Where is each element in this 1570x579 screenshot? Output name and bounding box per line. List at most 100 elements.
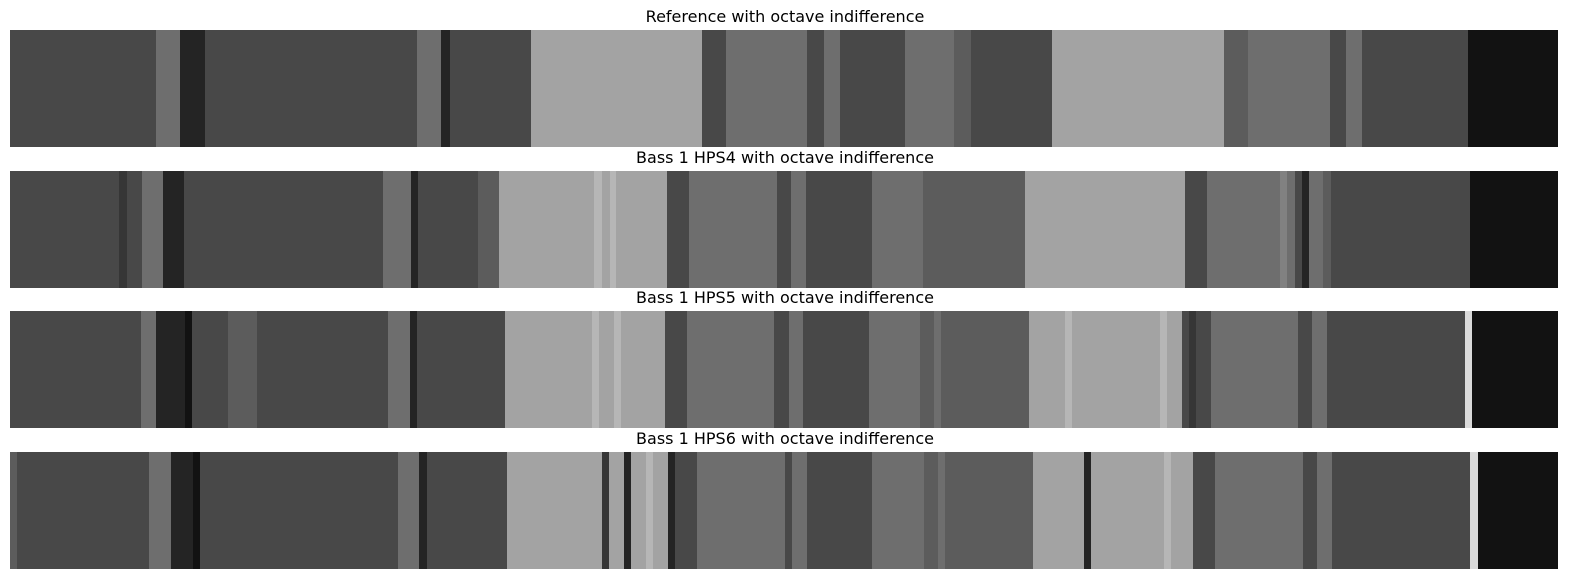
chroma-segment <box>599 311 615 428</box>
chroma-segment <box>945 452 1034 569</box>
chroma-segment <box>427 452 508 569</box>
chromagram-strip-hps5 <box>10 311 1558 428</box>
chroma-segment <box>667 171 690 288</box>
chroma-segment <box>1465 311 1473 428</box>
chroma-segment <box>1330 30 1347 147</box>
chroma-segment <box>1331 171 1471 288</box>
chroma-segment <box>1332 452 1471 569</box>
chroma-segment <box>616 171 668 288</box>
chroma-segment <box>193 452 201 569</box>
chroma-segment <box>200 452 399 569</box>
chroma-segment <box>180 30 206 147</box>
chroma-segment <box>806 171 873 288</box>
chroma-segment <box>1052 30 1225 147</box>
chroma-segment <box>531 30 703 147</box>
chroma-segment <box>1196 311 1212 428</box>
chart-title: Bass 1 HPS5 with octave indifference <box>636 288 934 307</box>
chroma-segment <box>807 30 825 147</box>
chroma-segment <box>1207 171 1281 288</box>
chroma-segment <box>1065 311 1073 428</box>
chroma-segment <box>1470 452 1479 569</box>
chroma-segment <box>1478 452 1558 569</box>
chroma-segment <box>610 171 617 288</box>
chroma-segment <box>1185 171 1208 288</box>
chroma-segment <box>1072 311 1161 428</box>
chroma-segment <box>1189 311 1197 428</box>
chroma-segment <box>10 171 120 288</box>
chroma-segment <box>924 452 939 569</box>
chroma-segment <box>791 171 807 288</box>
chroma-segment <box>1302 171 1310 288</box>
chroma-segment <box>1025 171 1186 288</box>
chroma-segment <box>1033 452 1085 569</box>
chroma-segment <box>398 452 420 569</box>
chroma-segment <box>602 452 610 569</box>
chroma-segment <box>441 30 451 147</box>
chroma-segment <box>774 311 790 428</box>
chroma-segment <box>257 311 389 428</box>
chroma-segment <box>1346 30 1363 147</box>
chroma-segment <box>594 171 603 288</box>
chroma-segment <box>624 452 632 569</box>
chroma-segment <box>388 311 411 428</box>
chroma-segment <box>840 30 906 147</box>
chroma-segment <box>872 452 925 569</box>
chroma-segment <box>149 452 172 569</box>
chroma-segment <box>142 171 164 288</box>
chroma-segment <box>417 30 442 147</box>
chroma-segment <box>1084 452 1092 569</box>
chroma-segment <box>410 311 418 428</box>
chroma-segment <box>156 30 181 147</box>
chroma-segment <box>1193 452 1216 569</box>
chroma-segment <box>205 30 418 147</box>
chroma-segment <box>803 311 870 428</box>
chromagram-strip-reference <box>10 30 1558 147</box>
chroma-segment <box>665 311 688 428</box>
chroma-segment <box>923 171 1026 288</box>
chroma-segment <box>10 311 142 428</box>
chroma-segment <box>1468 30 1558 147</box>
chroma-segment <box>478 171 500 288</box>
chart-panel-hps6: Bass 1 HPS6 with octave indifference <box>0 428 1570 579</box>
chroma-segment <box>1211 311 1299 428</box>
chroma-segment <box>1160 311 1168 428</box>
chart-title: Reference with octave indifference <box>645 7 925 26</box>
chromagram-strip-hps6 <box>10 452 1558 569</box>
chroma-segment <box>687 311 775 428</box>
chroma-segment <box>1091 452 1165 569</box>
chroma-segment <box>10 30 157 147</box>
chroma-segment <box>1164 452 1172 569</box>
chroma-segment <box>1309 171 1324 288</box>
chroma-segment <box>697 452 786 569</box>
chart-title: Bass 1 HPS4 with octave indifference <box>636 148 934 167</box>
chroma-segment <box>1312 311 1328 428</box>
chroma-segment <box>1287 171 1296 288</box>
chroma-segment <box>127 171 143 288</box>
chroma-segment <box>417 311 506 428</box>
chroma-segment <box>507 452 603 569</box>
chroma-segment <box>185 311 193 428</box>
chroma-segment <box>934 311 942 428</box>
chroma-segment <box>10 452 18 569</box>
chroma-segment <box>777 171 792 288</box>
chart-panel-reference: Reference with octave indifference <box>0 0 1570 147</box>
chroma-segment <box>419 452 428 569</box>
chroma-segment <box>1248 30 1331 147</box>
chroma-segment <box>792 452 808 569</box>
chroma-segment <box>872 171 924 288</box>
chroma-segment <box>1280 171 1288 288</box>
chroma-segment <box>1224 30 1249 147</box>
chroma-segment <box>1167 311 1183 428</box>
chart-panel-hps5: Bass 1 HPS5 with octave indifference <box>0 288 1570 428</box>
chroma-segment <box>807 452 873 569</box>
chroma-segment <box>17 452 150 569</box>
chroma-segment <box>609 452 625 569</box>
chroma-segment <box>141 311 157 428</box>
chroma-segment <box>1295 171 1303 288</box>
chroma-segment <box>689 171 778 288</box>
chroma-segment <box>171 452 194 569</box>
chroma-segment <box>646 452 654 569</box>
chromagram-strip-hps4 <box>10 171 1558 288</box>
chroma-segment <box>702 30 727 147</box>
chroma-segment <box>726 30 808 147</box>
